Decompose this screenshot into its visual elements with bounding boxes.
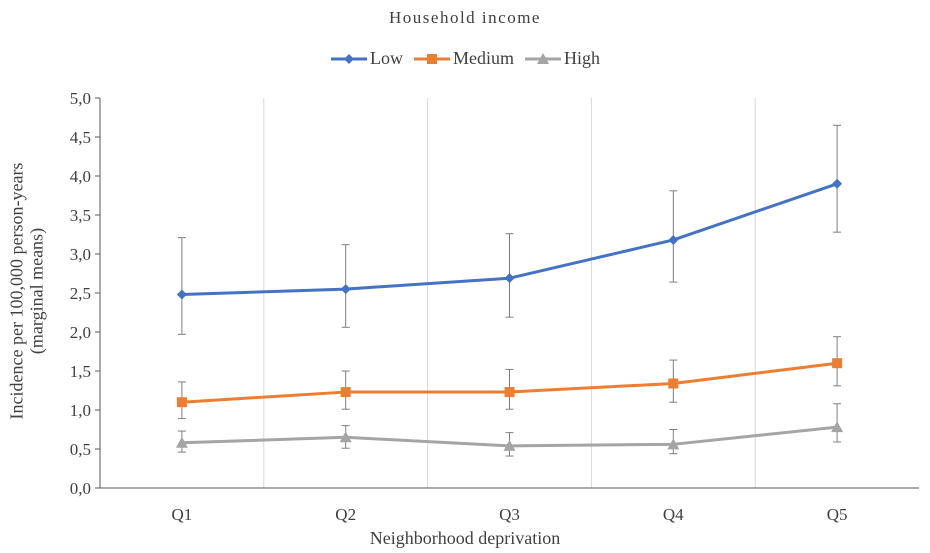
legend: Low Medium High	[0, 48, 930, 69]
data-point-medium	[504, 387, 515, 398]
data-point-high	[667, 438, 680, 450]
data-point-medium	[668, 378, 679, 389]
legend-swatch-low	[331, 53, 367, 64]
y-tick-label: 2,5	[70, 284, 91, 303]
legend-item-low: Low	[330, 48, 403, 69]
y-tick-label: 0,5	[70, 440, 91, 459]
x-tick-label: Q5	[827, 505, 848, 524]
legend-marker	[344, 53, 354, 64]
y-tick-label: 1,0	[70, 401, 91, 420]
data-point-medium	[176, 397, 187, 408]
x-tick-label: Q1	[172, 505, 193, 524]
y-axis-title-line-2: (marginal means)	[26, 227, 46, 355]
legend-swatch-high	[525, 52, 561, 64]
y-tick-label: 4,5	[70, 128, 91, 147]
legend-item-high: High	[524, 48, 600, 69]
y-tick-label: 3,5	[70, 206, 91, 225]
legend-swatch-medium	[414, 53, 450, 64]
data-point-medium	[832, 358, 843, 369]
data-point-low	[832, 178, 843, 189]
legend-marker	[537, 52, 549, 64]
y-axis-title-line-1: Incidence per 100,000 person-years	[6, 162, 26, 420]
legend-label-low: Low	[370, 48, 403, 68]
legend-label-medium: Medium	[453, 48, 514, 68]
x-axis-title: Neighborhood deprivation	[369, 528, 561, 548]
x-tick-label: Q4	[663, 505, 684, 524]
y-tick-label: 1,5	[70, 362, 91, 381]
data-point-medium	[340, 387, 351, 398]
y-axis-title: Incidence per 100,000 person-years (marg…	[6, 85, 46, 497]
data-point-low	[176, 289, 187, 300]
data-point-high	[831, 421, 844, 433]
data-point-high	[339, 431, 352, 443]
y-tick-label: 5,0	[70, 89, 91, 108]
data-point-high	[503, 439, 516, 451]
data-point-high	[175, 436, 188, 448]
y-tick-label: 4,0	[70, 167, 91, 186]
x-tick-label: Q3	[499, 505, 520, 524]
legend-item-medium: Medium	[413, 48, 514, 69]
y-tick-label: 2,0	[70, 323, 91, 342]
x-tick-label: Q2	[335, 505, 356, 524]
legend-label-high: High	[564, 48, 600, 68]
chart-title: Household income	[389, 8, 541, 27]
y-tick-label: 3,0	[70, 245, 91, 264]
data-point-low	[504, 273, 515, 284]
legend-marker	[427, 53, 437, 64]
y-tick-label: 0,0	[70, 479, 91, 498]
data-point-low	[668, 234, 679, 245]
data-point-low	[340, 284, 351, 295]
